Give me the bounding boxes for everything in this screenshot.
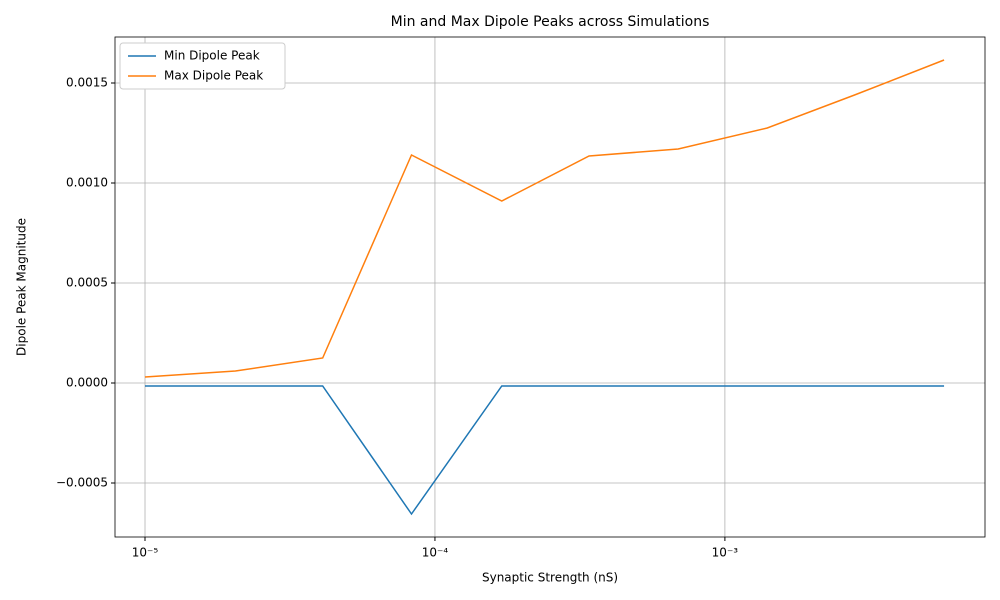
plot-frame	[114, 36, 986, 538]
y-tick-label: 0.0015	[66, 76, 108, 90]
data-line	[144, 59, 945, 378]
y-tick-label: 0.0010	[66, 176, 108, 190]
y-tick-label: 0.0005	[66, 276, 108, 290]
x-axis-label: Synaptic Strength (nS)	[482, 571, 618, 585]
y-tick-label: −0.0005	[56, 476, 108, 490]
x-tick-label: 10⁻⁴	[422, 546, 449, 560]
x-tick-label: 10⁻³	[712, 546, 739, 560]
chart-title: Min and Max Dipole Peaks across Simulati…	[391, 14, 710, 30]
legend-label: Min Dipole Peak	[164, 49, 260, 63]
legend-label: Max Dipole Peak	[164, 69, 263, 83]
x-tick-label: 10⁻⁵	[132, 546, 159, 560]
data-line	[145, 385, 945, 516]
y-tick-label: 0.0000	[66, 376, 108, 390]
y-axis-label: Dipole Peak Magnitude	[15, 218, 29, 356]
legend-box	[119, 42, 286, 90]
